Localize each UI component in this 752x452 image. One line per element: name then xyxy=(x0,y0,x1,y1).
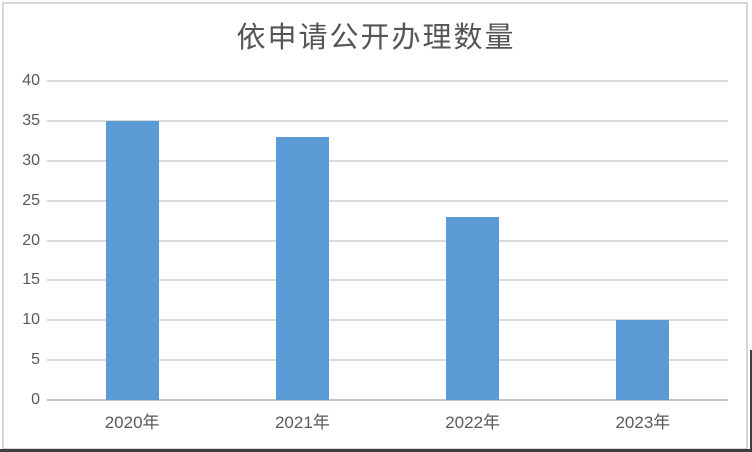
bar-2022年[interactable] xyxy=(446,216,500,400)
gridline xyxy=(47,80,728,82)
plot-area xyxy=(47,80,728,401)
y-tick-label: 30 xyxy=(22,151,40,169)
y-tick-label: 25 xyxy=(22,191,40,209)
y-tick-label: 40 xyxy=(22,72,40,89)
x-tick-label: 2022年 xyxy=(445,413,501,432)
screenshot-right-edge xyxy=(750,350,752,452)
gridline xyxy=(47,239,728,242)
bar-2020年[interactable] xyxy=(105,120,159,400)
y-tick-label: 15 xyxy=(22,271,40,289)
screenshot-bottom-edge xyxy=(0,449,752,452)
y-tick-label: 0 xyxy=(31,391,40,408)
y-tick-label: 5 xyxy=(31,351,40,369)
x-tick-label: 2021年 xyxy=(274,413,330,432)
x-tick-label: 2020年 xyxy=(104,413,160,432)
y-tick-label: 10 xyxy=(22,311,40,329)
bar-2023年[interactable] xyxy=(616,320,670,400)
x-axis-line xyxy=(47,399,728,401)
x-tick-label: 2023年 xyxy=(615,413,671,432)
y-tick-label: 20 xyxy=(22,231,40,249)
gridline xyxy=(47,279,728,282)
bar-2021年[interactable] xyxy=(275,136,329,400)
gridline xyxy=(47,119,728,122)
y-tick-label: 35 xyxy=(22,111,40,129)
chart-title: 依申请公开办理数量 xyxy=(236,22,516,54)
gridline xyxy=(47,319,728,322)
gridline xyxy=(47,199,728,202)
gridline xyxy=(47,359,728,362)
gridline xyxy=(47,159,728,162)
